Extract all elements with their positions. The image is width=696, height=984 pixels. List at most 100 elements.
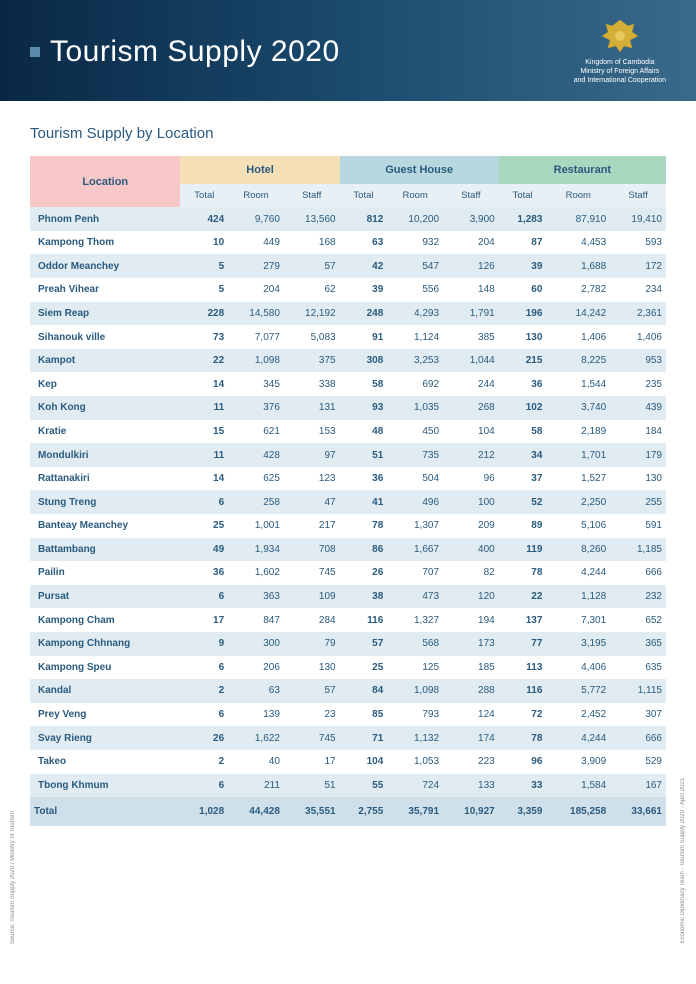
cell-value: 38 — [340, 585, 388, 609]
cell-value: 58 — [340, 372, 388, 396]
cell-value: 96 — [443, 467, 499, 491]
header-left: Tourism Supply 2020 — [30, 35, 340, 69]
cell-value: 130 — [284, 656, 340, 680]
cell-value: 1,544 — [546, 372, 610, 396]
col-sub: Total — [180, 184, 228, 207]
cell-value: 4,293 — [387, 302, 443, 326]
table-row: Sihanouk ville737,0775,083911,1243851301… — [30, 325, 666, 349]
cell-value: 72 — [499, 703, 547, 727]
cell-total-value: 10,927 — [443, 797, 499, 826]
cell-value: 1,001 — [228, 514, 284, 538]
cell-total-value: 185,258 — [546, 797, 610, 826]
cell-value: 6 — [180, 703, 228, 727]
cell-value: 4,244 — [546, 726, 610, 750]
cell-value: 8,225 — [546, 349, 610, 373]
cell-value: 126 — [443, 254, 499, 278]
cell-value: 204 — [443, 231, 499, 255]
cell-value: 36 — [180, 561, 228, 585]
cell-value: 1,934 — [228, 538, 284, 562]
cell-value: 556 — [387, 278, 443, 302]
cell-value: 244 — [443, 372, 499, 396]
cell-value: 4,453 — [546, 231, 610, 255]
cell-location: Pursat — [30, 585, 180, 609]
cell-value: 14 — [180, 372, 228, 396]
org-name: Kingdom of Cambodia Ministry of Foreign … — [574, 58, 666, 85]
cell-value: 137 — [499, 608, 547, 632]
cell-value: 104 — [443, 420, 499, 444]
cell-value: 4,406 — [546, 656, 610, 680]
cell-value: 5 — [180, 278, 228, 302]
cell-value: 58 — [499, 420, 547, 444]
table-row: Banteay Meanchey251,001217781,307209895,… — [30, 514, 666, 538]
cell-value: 1,098 — [228, 349, 284, 373]
cell-total-label: Total — [30, 797, 180, 826]
cell-value: 376 — [228, 396, 284, 420]
cell-value: 745 — [284, 561, 340, 585]
cell-value: 2,782 — [546, 278, 610, 302]
cell-value: 692 — [387, 372, 443, 396]
cell-location: Kampong Thom — [30, 231, 180, 255]
cell-value: 288 — [443, 679, 499, 703]
cell-value: 131 — [284, 396, 340, 420]
cell-value: 3,900 — [443, 207, 499, 231]
cell-value: 124 — [443, 703, 499, 727]
cell-value: 365 — [610, 632, 666, 656]
cell-value: 1,584 — [546, 774, 610, 798]
table-row: Oddor Meanchey52795742547126391,688172 — [30, 254, 666, 278]
cell-value: 71 — [340, 726, 388, 750]
cell-value: 77 — [499, 632, 547, 656]
cell-value: 96 — [499, 750, 547, 774]
page: Tourism Supply 2020 Kingdom of Cambodia … — [0, 0, 696, 984]
cell-value: 6 — [180, 490, 228, 514]
cell-value: 735 — [387, 443, 443, 467]
cell-location: Tbong Khmum — [30, 774, 180, 798]
table-row: Stung Treng62584741496100522,250255 — [30, 490, 666, 514]
cell-value: 25 — [180, 514, 228, 538]
cell-value: 1,128 — [546, 585, 610, 609]
cell-location: Kampot — [30, 349, 180, 373]
cell-value: 109 — [284, 585, 340, 609]
cell-value: 5 — [180, 254, 228, 278]
cell-value: 133 — [443, 774, 499, 798]
cell-value: 1,098 — [387, 679, 443, 703]
cell-value: 26 — [340, 561, 388, 585]
cell-value: 36 — [340, 467, 388, 491]
page-header: Tourism Supply 2020 Kingdom of Cambodia … — [0, 0, 696, 101]
cell-value: 568 — [387, 632, 443, 656]
table-row: Siem Reap22814,58012,1922484,2931,791196… — [30, 302, 666, 326]
cell-value: 194 — [443, 608, 499, 632]
header-bullet-icon — [30, 47, 40, 57]
col-sub: Room — [228, 184, 284, 207]
table-row: Preah Vihear52046239556148602,782234 — [30, 278, 666, 302]
cell-location: Svay Rieng — [30, 726, 180, 750]
cell-value: 223 — [443, 750, 499, 774]
cell-value: 666 — [610, 561, 666, 585]
cell-location: Stung Treng — [30, 490, 180, 514]
cell-value: 745 — [284, 726, 340, 750]
table-row: Kampot221,0983753083,2531,0442158,225953 — [30, 349, 666, 373]
cell-value: 812 — [340, 207, 388, 231]
cell-value: 51 — [340, 443, 388, 467]
cell-value: 953 — [610, 349, 666, 373]
cell-value: 2 — [180, 679, 228, 703]
col-sub: Staff — [610, 184, 666, 207]
col-group-hotel: Hotel — [180, 156, 339, 184]
cell-value: 345 — [228, 372, 284, 396]
cell-value: 17 — [180, 608, 228, 632]
cell-value: 1,124 — [387, 325, 443, 349]
cell-value: 167 — [610, 774, 666, 798]
col-sub: Room — [387, 184, 443, 207]
cell-value: 11 — [180, 443, 228, 467]
cell-value: 100 — [443, 490, 499, 514]
cell-value: 104 — [340, 750, 388, 774]
cell-value: 1,688 — [546, 254, 610, 278]
cell-value: 6 — [180, 774, 228, 798]
cell-value: 185 — [443, 656, 499, 680]
cell-value: 268 — [443, 396, 499, 420]
cell-value: 119 — [499, 538, 547, 562]
cell-value: 3,253 — [387, 349, 443, 373]
table-body: Phnom Penh4249,76013,56081210,2003,9001,… — [30, 207, 666, 826]
cell-value: 932 — [387, 231, 443, 255]
cell-value: 211 — [228, 774, 284, 798]
col-group-guest-house: Guest House — [340, 156, 499, 184]
